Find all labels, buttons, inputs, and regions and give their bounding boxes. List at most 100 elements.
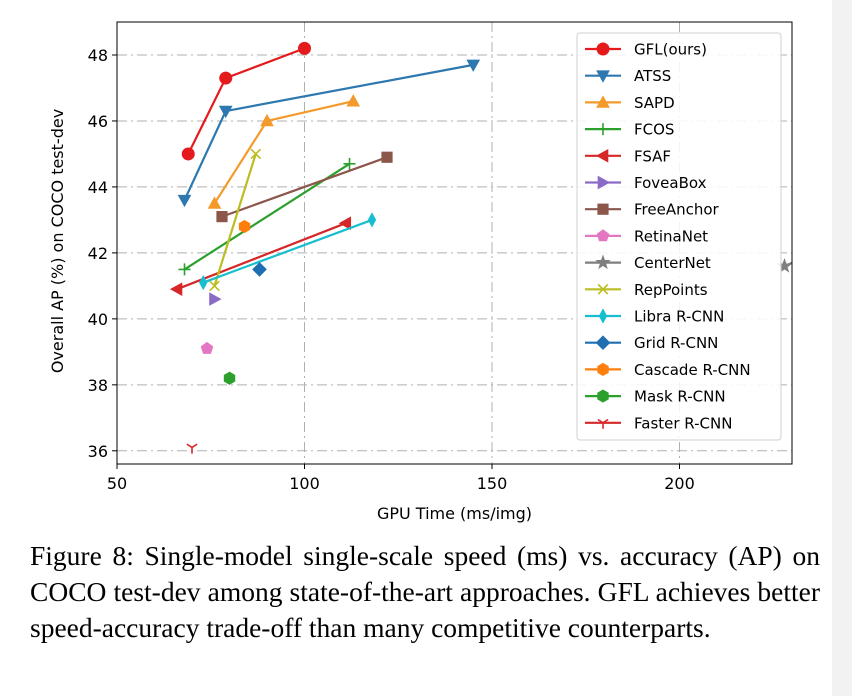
data-point-reppoints [250,148,262,160]
x-axis-label: GPU Time (ms/img) [377,504,532,523]
data-point-sapd [207,196,222,209]
legend-marker [597,175,611,190]
data-point-grid-r-cnn [252,262,267,277]
legend-marker [595,335,611,351]
data-point-atss [466,59,481,72]
legend-entry-foveabox: FoveaBox [585,174,707,192]
legend-label: Faster R-CNN [634,414,732,432]
legend-entry-gfl-ours: GFL(ours) [585,41,707,59]
legend-marker [597,362,609,376]
legend-marker [598,308,608,324]
data-point-faster-r-cnn [186,443,198,454]
series-mask-r-cnn [223,371,236,385]
legend-marker [595,254,611,270]
series-reppoints [209,148,262,292]
series-freeanchor [216,151,393,223]
page-edge [832,0,852,696]
legend-label: SAPD [634,94,675,112]
legend-entry-libra-r-cnn: Libra R-CNN [585,308,724,326]
data-point-reppoints [209,280,220,292]
y-tick-label: 44 [88,178,108,197]
y-tick-label: 48 [88,46,108,65]
legend-label: Mask R-CNN [634,388,726,406]
legend-label: FSAF [634,147,671,165]
y-tick-label: 46 [88,112,108,131]
data-point-retinanet [200,341,214,354]
data-point-cascade-r-cnn [238,219,251,234]
data-point-fsaf [169,282,183,297]
legend-label: FreeAnchor [634,201,720,219]
legend-entry-mask-r-cnn: Mask R-CNN [585,388,726,406]
y-tick-label: 38 [88,376,108,395]
series-sapd [207,94,361,209]
series-foveabox [209,292,222,306]
data-point-freeanchor [216,211,228,223]
y-tick-label: 36 [88,442,108,461]
legend-box [576,32,782,441]
series-line-gfl-ours [187,47,305,155]
data-point-mask-r-cnn [223,371,236,385]
data-point-atss [218,105,233,119]
series-libra-r-cnn [199,212,377,291]
series-line-atss [183,63,474,201]
speed-accuracy-chart: 50 100 150 200 36 38 40 42 44 46 48 GPU Time (ms/i… [48,21,793,523]
plot-frame [116,21,793,465]
legend-marker [596,42,610,56]
series-layer [169,41,792,454]
data-point-gfl-ours [298,41,311,55]
axis-ticks: 50 100 150 200 36 38 40 42 44 46 48 [88,46,695,493]
series-cascade-r-cnn [238,219,251,234]
legend-marker [596,95,610,108]
legend-entry-freeanchor: FreeAnchor [585,201,720,219]
legend-entry-sapd: SAPD [585,94,675,112]
series-retinanet [200,341,214,354]
legend-entry-cascade-r-cnn: Cascade R-CNN [585,361,751,379]
legend-marker [597,123,609,136]
series-line-libra-r-cnn [202,218,373,284]
legend-marker [597,418,609,429]
figure-caption: Figure 8: Single-model single-scale spee… [30,540,820,643]
data-point-gfl-ours [181,147,195,161]
legend-entry-reppoints: RepPoints [585,281,708,299]
legend: GFL(ours) ATSS SAPD FCOS FSAF FoveaBox FreeAnc… [576,32,782,441]
series-line-fsaf [176,222,347,291]
y-tick-label: 42 [88,244,108,263]
legend-marker [597,389,609,403]
series-gfl-ours [181,41,311,161]
y-axis-label: Overall AP (%) on COCO test-dev [48,109,67,373]
data-point-atss [177,194,192,208]
data-point-gfl-ours [219,71,233,85]
data-point-fcos [343,157,356,170]
legend-entry-atss: ATSS [585,67,671,85]
legend-label: Grid R-CNN [634,334,718,352]
data-point-fsaf [338,216,352,231]
x-tick-label: 150 [477,474,508,493]
legend-marker [597,203,609,215]
legend-entry-centernet: CenterNet [585,254,711,272]
data-point-foveabox [209,292,222,306]
legend-entry-grid-r-cnn: Grid R-CNN [585,334,718,352]
legend-entry-fsaf: FSAF [585,147,671,165]
legend-label: CenterNet [634,254,711,272]
series-fsaf [169,216,352,297]
series-faster-r-cnn [186,443,198,454]
legend-entry-retinanet: RetinaNet [585,227,708,245]
y-tick-label: 40 [88,310,108,329]
series-line-reppoints [213,153,257,287]
legend-label: RepPoints [634,281,708,299]
data-point-sapd [346,94,361,107]
data-point-libra-r-cnn [367,212,377,228]
series-line-sapd [213,100,354,205]
x-tick-label: 200 [664,474,695,493]
legend-label: ATSS [634,67,671,85]
legend-label: GFL(ours) [634,41,707,59]
legend-label: RetinaNet [634,227,708,245]
legend-marker [596,70,610,83]
series-atss [177,59,481,208]
x-tick-label: 50 [107,474,127,493]
series-line-freeanchor [221,156,388,218]
legend-label: FCOS [634,121,674,139]
legend-label: Cascade R-CNN [634,361,751,379]
series-grid-r-cnn [252,262,267,277]
legend-marker [595,148,609,163]
